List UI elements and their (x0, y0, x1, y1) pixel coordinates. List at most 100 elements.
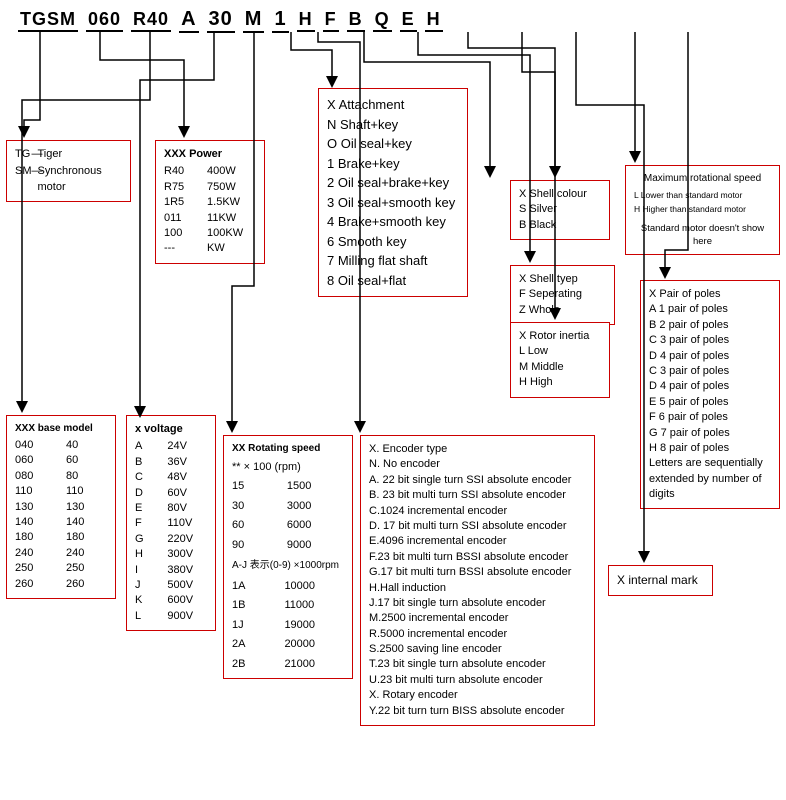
cell: 1A (232, 579, 274, 594)
cell: 1R5 (164, 195, 197, 210)
code-segment: 30 (207, 8, 235, 33)
attachment-box: X AttachmentN Shaft+keyO Oil seal+key1 B… (318, 88, 468, 297)
row: D 4 pair of poles (649, 349, 771, 364)
cell: 250 (15, 561, 56, 576)
lbl: SM (15, 164, 32, 195)
row: X Shell tyep (519, 272, 606, 287)
encoder-box: X. Encoder typeN. No encoderA. 22 bit si… (360, 435, 595, 726)
title: Maximum rotational speed (634, 172, 771, 186)
brand-box: TG—Tiger SM—Synchronous motor (6, 140, 131, 202)
row: Letters are sequentially extended by num… (649, 456, 771, 502)
row: M.2500 incremental encoder (369, 611, 586, 626)
cell: B (135, 455, 157, 470)
cell: 60 (66, 453, 107, 468)
cell: L (135, 609, 157, 624)
row: H Higher than standard motor (634, 204, 771, 216)
cell: 250 (66, 561, 107, 576)
hdr: XXX Power (164, 147, 256, 162)
cell: 750W (207, 180, 256, 195)
rotor-box: X Rotor inertiaL LowM MiddleH High (510, 322, 610, 398)
note: A-J 表示(0-9) ×1000rpm (232, 559, 344, 573)
cell: 260 (66, 577, 107, 592)
cell: 15 (232, 479, 277, 494)
cell: 6000 (287, 518, 344, 533)
cell: C (135, 470, 157, 485)
row: B 2 pair of poles (649, 318, 771, 333)
row: F Seperating (519, 287, 606, 302)
row: X Shell colour (519, 187, 601, 202)
row: C 3 pair of poles (649, 364, 771, 379)
row: B Black (519, 218, 601, 233)
cell: I (135, 563, 157, 578)
row: D 4 pair of poles (649, 379, 771, 394)
cell: 1B (232, 598, 274, 613)
cell: 48V (167, 470, 207, 485)
row: F.23 bit multi turn BSSI absolute encode… (369, 550, 586, 565)
cell: 100KW (207, 226, 256, 241)
row: J.17 bit single turn absolute encoder (369, 596, 586, 611)
row: 2 Oil seal+brake+key (327, 173, 459, 193)
rpm-box: XX Rotating speed ** × 100 (rpm) 1515003… (223, 435, 353, 679)
cell: 900V (167, 609, 207, 624)
code-segment: H (425, 9, 443, 32)
row: C.1024 incremental encoder (369, 504, 586, 519)
cell: 011 (164, 211, 197, 226)
row: G 7 pair of poles (649, 426, 771, 441)
poles-box: X Pair of polesA 1 pair of polesB 2 pair… (640, 280, 780, 509)
cell: 30 (232, 499, 277, 514)
code-segment: 060 (86, 9, 123, 32)
cell: 1J (232, 618, 274, 633)
cell: 600V (167, 593, 207, 608)
cell: 90 (232, 538, 277, 553)
cell: 80V (167, 501, 207, 516)
row: Z Whole (519, 303, 606, 318)
cell: 180 (66, 530, 107, 545)
cell: 110 (66, 484, 107, 499)
cell: 2B (232, 657, 274, 672)
row: E.4096 incremental encoder (369, 534, 586, 549)
val: Synchronous motor (38, 164, 123, 195)
row: X Rotor inertia (519, 329, 601, 344)
cell: J (135, 578, 157, 593)
note: Standard motor doesn't show here (634, 222, 771, 249)
cell: A (135, 439, 157, 454)
cell: 140 (66, 515, 107, 530)
cell: 60V (167, 486, 207, 501)
text: X internal mark (617, 573, 698, 587)
cell: 20000 (284, 637, 344, 652)
cell: 220V (167, 532, 207, 547)
row: N. No encoder (369, 457, 586, 472)
code-segment: Q (373, 9, 392, 32)
cell: KW (207, 241, 256, 256)
hdr: XX Rotating speed (232, 442, 344, 456)
row: A. 22 bit single turn SSI absolute encod… (369, 473, 586, 488)
cell: 9000 (287, 538, 344, 553)
row: U.23 bit multi turn absolute encoder (369, 673, 586, 688)
cell: 130 (66, 500, 107, 515)
row: 3 Oil seal+smooth key (327, 193, 459, 213)
row: L Lower than standard motor (634, 190, 771, 202)
cell: 1500 (287, 479, 344, 494)
cell: 300V (167, 547, 207, 562)
row: O Oil seal+key (327, 134, 459, 154)
cell: 240 (15, 546, 56, 561)
max-speed-box: Maximum rotational speed L Lower than st… (625, 165, 780, 255)
cell: E (135, 501, 157, 516)
code-segment: TGSM (18, 9, 78, 32)
row: S Silver (519, 202, 601, 217)
cell: R75 (164, 180, 197, 195)
cell: 100 (164, 226, 197, 241)
cell: G (135, 532, 157, 547)
row: X. Rotary encoder (369, 688, 586, 703)
internal-mark-box: X internal mark (608, 565, 713, 596)
cell: 40 (66, 438, 107, 453)
cell: 500V (167, 578, 207, 593)
hdr: x voltage (135, 422, 207, 437)
cell: 19000 (284, 618, 344, 633)
code-segment: 1 (272, 8, 288, 33)
code-segment: R40 (131, 9, 171, 32)
cell: 24V (167, 439, 207, 454)
row: D. 17 bit multi turn SSI absolute encode… (369, 519, 586, 534)
cell: 040 (15, 438, 56, 453)
row: X. Encoder type (369, 442, 586, 457)
